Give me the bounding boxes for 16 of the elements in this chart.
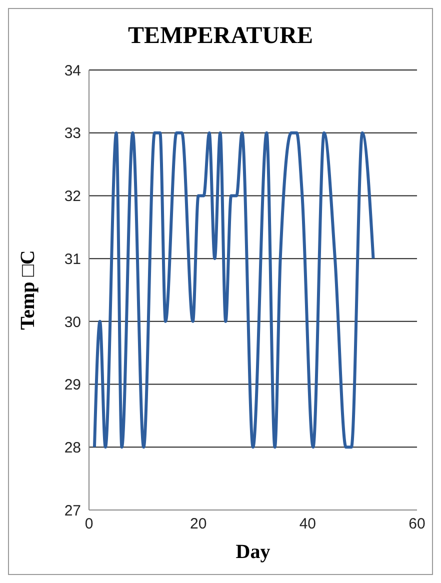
y-tick-label: 34 [64, 62, 81, 80]
y-tick-label: 31 [64, 250, 81, 268]
y-tick-label: 27 [64, 502, 81, 520]
y-tick-label: 33 [64, 125, 81, 142]
y-tick-label: 30 [64, 314, 81, 331]
chart-title: TEMPERATURE [127, 23, 314, 50]
x-tick-label: 0 [84, 516, 94, 533]
y-tick-label: 32 [64, 188, 81, 206]
x-tick-label: 40 [299, 516, 316, 533]
y-axis-title: Temp □C [17, 250, 40, 330]
y-tick-label: 28 [64, 439, 81, 456]
x-axis-title: Day [236, 541, 270, 563]
line-series [92, 131, 375, 449]
x-tick-label: 60 [408, 516, 426, 533]
x-tick-label: 20 [190, 516, 207, 533]
y-tick-label: 29 [64, 376, 81, 394]
